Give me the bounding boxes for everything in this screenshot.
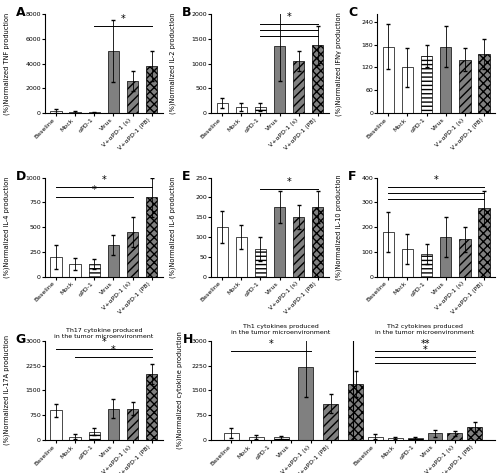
Bar [421, 254, 432, 277]
Bar [478, 209, 490, 277]
Bar [216, 103, 228, 113]
Bar [216, 227, 228, 277]
Bar [324, 403, 338, 440]
Bar [312, 45, 324, 113]
Bar [421, 56, 432, 113]
Bar [467, 427, 482, 440]
Bar [382, 46, 394, 113]
Bar [127, 409, 138, 440]
Bar [127, 81, 138, 113]
Y-axis label: (%)⁠Normalized IL-4 production: (%)⁠Normalized IL-4 production [3, 176, 10, 278]
Text: *: * [92, 185, 96, 195]
Title: Th17 cytokine produced
in the tumor microenvironment: Th17 cytokine produced in the tumor micr… [54, 328, 154, 339]
Bar [50, 410, 62, 440]
Text: F: F [348, 170, 356, 183]
Bar [50, 111, 62, 113]
Text: *: * [102, 337, 106, 347]
Text: *: * [102, 175, 106, 185]
Text: Th2 cytokines produced
in the tumor microenvironment: Th2 cytokines produced in the tumor micr… [376, 324, 474, 335]
Bar [408, 438, 422, 440]
Bar [70, 263, 81, 277]
Bar [402, 68, 413, 113]
Bar [274, 207, 285, 277]
Text: B: B [182, 6, 191, 19]
Bar [70, 437, 81, 440]
Bar [478, 54, 490, 113]
Bar [146, 66, 158, 113]
Bar [108, 409, 119, 440]
Bar [108, 245, 119, 277]
Y-axis label: (%)⁠Normalized IL-17A production: (%)⁠Normalized IL-17A production [3, 335, 10, 446]
Text: *: * [111, 345, 116, 355]
Bar [293, 217, 304, 277]
Y-axis label: (%)⁠Normalized IL-2 production: (%)⁠Normalized IL-2 production [170, 13, 176, 114]
Bar [236, 107, 247, 113]
Bar [236, 237, 247, 277]
Y-axis label: (%)⁠Normalized cytokine production: (%)⁠Normalized cytokine production [176, 332, 183, 449]
Bar [348, 384, 363, 440]
Bar [448, 433, 462, 440]
Text: *: * [286, 12, 292, 22]
Bar [274, 46, 285, 113]
Bar [388, 438, 402, 440]
Y-axis label: (%)⁠Normalized TNF production: (%)⁠Normalized TNF production [3, 13, 10, 115]
Bar [428, 433, 442, 440]
Text: D: D [16, 170, 26, 183]
Text: **: ** [420, 339, 430, 349]
Bar [88, 112, 100, 113]
Text: *: * [269, 339, 274, 349]
Bar [50, 257, 62, 277]
Y-axis label: (%)⁠Normalized IL-6 production: (%)⁠Normalized IL-6 production [170, 176, 176, 278]
Text: Th1 cytokines produced
in the tumor microenvironment: Th1 cytokines produced in the tumor micr… [232, 324, 330, 335]
Bar [459, 239, 470, 277]
Bar [224, 433, 239, 440]
Bar [312, 207, 324, 277]
Bar [108, 51, 119, 113]
Bar [440, 46, 452, 113]
Text: G: G [16, 333, 26, 346]
Bar [254, 249, 266, 277]
Bar [146, 197, 158, 277]
Text: E: E [182, 170, 190, 183]
Bar [368, 437, 383, 440]
Text: *: * [286, 177, 292, 187]
Bar [382, 232, 394, 277]
Text: *: * [434, 175, 438, 185]
Bar [70, 112, 81, 113]
Bar [298, 368, 314, 440]
Bar [88, 263, 100, 277]
Bar [274, 437, 288, 440]
Bar [440, 237, 452, 277]
Bar [249, 437, 264, 440]
Y-axis label: (%)⁠Normalized IL-10 production: (%)⁠Normalized IL-10 production [336, 174, 342, 280]
Bar [146, 374, 158, 440]
Bar [88, 432, 100, 440]
Bar [293, 61, 304, 113]
Y-axis label: (%)⁠Normalized IFNγ production: (%)⁠Normalized IFNγ production [336, 12, 342, 115]
Bar [254, 107, 266, 113]
Bar [459, 60, 470, 113]
Text: A: A [16, 6, 25, 19]
Text: *: * [422, 345, 428, 355]
Text: C: C [348, 6, 357, 19]
Bar [402, 249, 413, 277]
Text: H: H [183, 333, 193, 346]
Bar [127, 232, 138, 277]
Text: *: * [120, 14, 126, 24]
